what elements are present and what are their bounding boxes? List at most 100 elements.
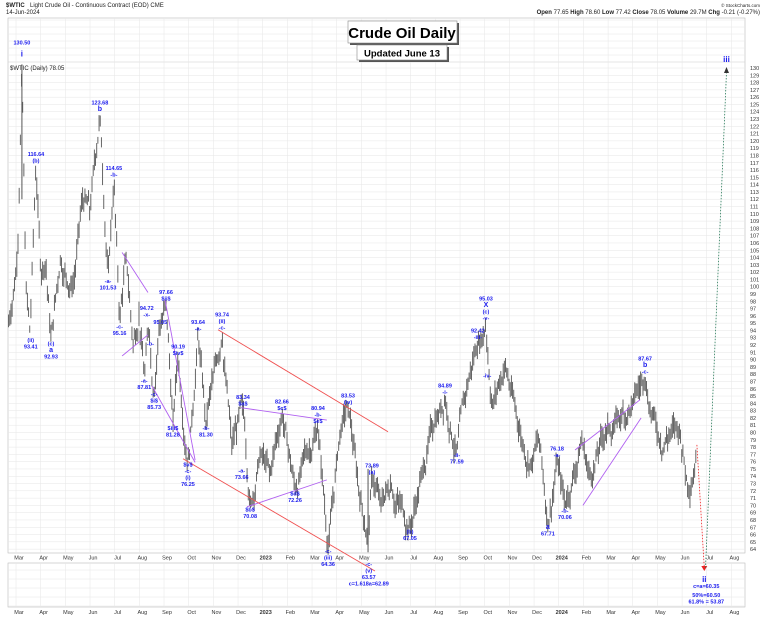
- chart-date: 14-Jun-2024: [6, 10, 40, 16]
- x-tick-label: Nov: [211, 556, 221, 562]
- wave-label: $v$ -c-(i) 76.25: [181, 462, 195, 488]
- wave-label-line: 116.64: [28, 152, 45, 158]
- chart-title: Crude Oil Daily: [348, 25, 456, 42]
- wedge-trendline: [121, 334, 149, 357]
- x-tick-label-lower: Aug: [730, 610, 740, 616]
- x-tick-label: Apr: [631, 556, 640, 562]
- wave-label-line: $ii$: [161, 296, 170, 302]
- y-tick-label: 67: [750, 525, 756, 531]
- wave-ii-target: ii: [702, 575, 706, 584]
- wave-label: $iii$ 81.28: [166, 426, 180, 439]
- y-tick-label: 94: [750, 328, 756, 334]
- x-tick-label-lower: Sep: [162, 610, 172, 616]
- x-tick-label: Aug: [730, 556, 740, 562]
- wedge-trendline: [246, 479, 327, 508]
- wave-label-line: (ii): [219, 319, 226, 325]
- x-tick-label: Mar: [606, 556, 616, 562]
- y-tick-label: 84: [750, 401, 756, 407]
- y-tick-label: 96: [750, 314, 756, 320]
- wave-label-line: 114.65: [106, 166, 123, 172]
- quote-high: 78.60: [585, 10, 602, 16]
- y-tick-label: 122: [750, 124, 759, 130]
- x-tick-label-lower: Dec: [532, 610, 542, 616]
- x-tick-label-lower: Nov: [211, 610, 221, 616]
- wave-label-line: -c-: [151, 392, 158, 398]
- wave-label-line: -c-: [185, 469, 192, 475]
- wave-label: 76.18 -a-: [550, 447, 564, 460]
- wave-label: 80.94 -b-$e$: [311, 406, 326, 425]
- wave-label-line: 83.34: [236, 395, 251, 401]
- quote-close: 78.05: [650, 10, 667, 16]
- wave-label: 97.66 $ii$: [159, 290, 173, 303]
- y-tick-label: 112: [750, 197, 759, 203]
- wave-label-line: (a): [369, 470, 376, 476]
- y-tick-label: 110: [750, 212, 759, 218]
- x-tick-label-lower: Feb: [582, 610, 591, 616]
- wave-label: 93.64 -a-: [191, 320, 206, 333]
- x-axis: Mar Mar Apr Apr May May Jun Jun Jul Jul Aug Aug Sep S…: [14, 556, 739, 617]
- x-tick-label: Jul: [114, 556, 121, 562]
- y-tick-label: 111: [750, 205, 758, 211]
- x-tick-label: Mar: [14, 556, 24, 562]
- wave-label-line: -c-: [325, 549, 332, 555]
- wave-label: -a-73.66: [235, 468, 249, 481]
- channel-trendline: [217, 329, 389, 433]
- wave-label-line: 87.67: [638, 356, 652, 362]
- wave-label-line: -c-: [219, 326, 226, 332]
- y-tick-label: 93: [750, 336, 756, 342]
- wave-label-line: $iv$: [173, 351, 184, 357]
- wedge-trendline: [121, 252, 149, 293]
- y-tick-label: 85: [750, 394, 756, 400]
- x-tick-label-lower: 2023: [260, 610, 272, 616]
- wave-iii-target: iii: [723, 55, 730, 64]
- wave-label-line: 84.89: [438, 383, 452, 389]
- wave-label-line: 63.57: [362, 575, 376, 581]
- y-tick-label: 77: [750, 452, 756, 458]
- quote-open: 77.65: [554, 10, 571, 16]
- price-panel: [7, 17, 746, 554]
- symbol-description: Light Crude Oil - Continuous Contract (E…: [30, 3, 164, 9]
- y-tick-label: 82: [750, 416, 756, 422]
- x-tick-label: 2023: [260, 556, 272, 562]
- wave-label-line: -a-: [238, 468, 245, 474]
- wave-label: -b-81.30: [199, 426, 213, 439]
- y-tick-label: 116: [750, 168, 759, 174]
- x-tick-label-lower: Mar: [310, 610, 320, 616]
- wave-label-line: -iii-: [474, 335, 482, 341]
- y-tick-label: 69: [750, 511, 756, 517]
- x-tick-label-lower: Feb: [286, 610, 295, 616]
- y-tick-label: 66: [750, 533, 756, 539]
- x-tick-label: Sep: [162, 556, 172, 562]
- wave-label: $d$ 72.26: [288, 492, 302, 505]
- wave-label: (b) 67.05: [403, 530, 417, 543]
- wave-label: 116.64 (b): [28, 152, 45, 165]
- x-tick-label-lower: Aug: [137, 610, 147, 616]
- wave-label-line: $a$: [238, 401, 247, 407]
- wave-label-line: 80.94: [311, 406, 326, 412]
- y-tick-label: 83: [750, 409, 756, 415]
- wave-label-line: -b-: [202, 426, 209, 432]
- wave-label: -c-95.16: [113, 325, 127, 338]
- y-tick-label: 95: [750, 321, 756, 327]
- wave-label-line: 101.53: [100, 285, 117, 291]
- y-tick-label: 75: [750, 467, 756, 473]
- wave-label-line: $c$: [277, 406, 286, 412]
- x-tick-label-lower: Apr: [335, 610, 344, 616]
- wave-label-line: 95.05: [153, 320, 167, 326]
- wave-label-line: 73.66: [235, 475, 249, 481]
- x-tick-label-lower: Apr: [39, 610, 48, 616]
- quote-volume: 29.7M: [690, 10, 708, 16]
- x-tick-label-lower: Jun: [89, 610, 98, 616]
- x-tick-label-lower: Oct: [483, 610, 492, 616]
- y-tick-label: 89: [750, 365, 756, 371]
- quote-low-label: Low: [602, 10, 616, 16]
- arrow-up-icon: [723, 67, 729, 73]
- wave-label-line: $e$: [313, 419, 322, 425]
- wave-label-line: (c): [483, 310, 490, 316]
- wedge-trendline: [574, 399, 641, 451]
- wave-label-line: a: [49, 347, 53, 354]
- wave-label: 94.72 -x-: [140, 306, 154, 319]
- wave-label-line: 83.53: [341, 393, 355, 399]
- y-tick-label: 73: [750, 482, 756, 488]
